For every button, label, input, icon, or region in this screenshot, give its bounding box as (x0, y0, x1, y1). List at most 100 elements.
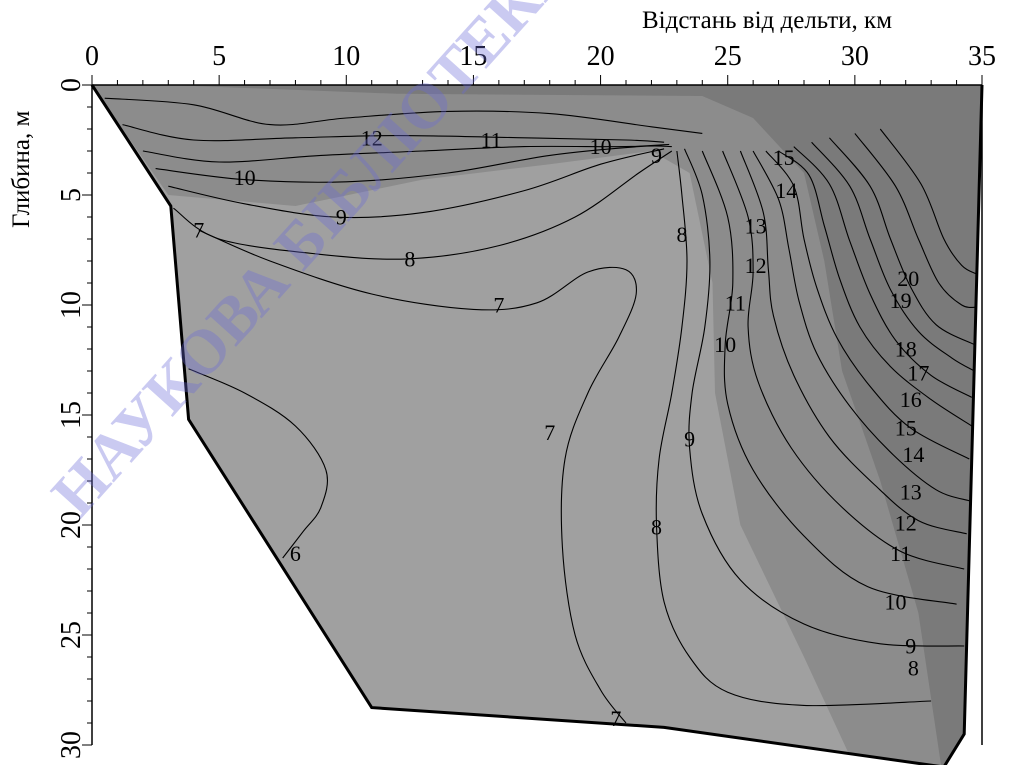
contour-label-text: 15 (895, 416, 917, 441)
contour-label: 11 (890, 541, 911, 566)
contour-label: 9 (651, 143, 662, 168)
contour-label: 13 (900, 480, 922, 505)
contour-label-text: 14 (902, 442, 924, 467)
contour-label: 15 (895, 416, 917, 441)
contour-label-text: 10 (714, 332, 736, 357)
contour-label: 9 (684, 427, 695, 452)
contour-label: 7 (493, 293, 504, 318)
contour-label-text: 11 (481, 128, 502, 153)
contour-label-text: 10 (590, 134, 612, 159)
contour-label: 9 (336, 205, 347, 230)
x-axis-title: Відстань від дельти, км (642, 7, 892, 34)
contour-label: 7 (193, 218, 204, 243)
contour-label-text: 17 (907, 361, 929, 386)
x-tick-label: 10 (332, 41, 360, 72)
contour-lines (104, 97, 978, 724)
contour-17-right (811, 141, 975, 372)
contour-19-right (854, 133, 977, 308)
contour-label: 12 (745, 253, 767, 278)
contour-label: 9 (905, 634, 916, 659)
contour-label: 20 (897, 266, 919, 291)
y-tick-label: 25 (56, 621, 87, 649)
contour-label-text: 9 (336, 205, 347, 230)
contour-label-text: 18 (895, 337, 917, 362)
contour-label: 10 (714, 332, 736, 357)
contour-12-right (739, 150, 967, 535)
contour-label-text: 16 (900, 387, 922, 412)
x-tick-label: 25 (714, 41, 742, 72)
contour-7 (198, 229, 637, 724)
contour-11-upper (142, 143, 670, 163)
x-tick-label: 35 (968, 41, 996, 72)
contour-label: 6 (290, 541, 301, 566)
x-tick-label: 30 (841, 41, 869, 72)
contour-label-text: 7 (493, 293, 504, 318)
contour-label-text: 7 (610, 706, 621, 731)
y-tick-label: 5 (56, 188, 87, 202)
contour-label-text: 9 (684, 427, 695, 452)
contour-label: 18 (895, 337, 917, 362)
contour-14-right (765, 150, 970, 460)
contour-label: 7 (544, 420, 555, 445)
bottom-profile-line (90, 84, 984, 765)
contour-fills (92, 85, 982, 765)
contour-label-text: 7 (544, 420, 555, 445)
contour-label: 10 (234, 165, 256, 190)
contour-label: 11 (481, 128, 502, 153)
contour-label: 8 (651, 515, 662, 540)
contour-label-text: 12 (361, 125, 383, 150)
contour-12-upper (122, 124, 665, 143)
contour-11-right (722, 150, 965, 570)
contour-13-right (752, 150, 970, 502)
contour-label: 19 (890, 288, 912, 313)
contour-9-right (683, 148, 965, 647)
contour-label: 12 (361, 125, 383, 150)
contour-label: 16 (900, 387, 922, 412)
contour-label-text: 8 (676, 222, 687, 247)
fill-high-region (92, 85, 982, 765)
contour-label-text: 9 (651, 143, 662, 168)
x-tick-label: 15 (459, 41, 487, 72)
contour-20-right (879, 128, 978, 275)
contour-8-upper (173, 150, 673, 260)
fill-mid-region (92, 85, 982, 765)
contour-16-right (793, 146, 973, 398)
contour-label-text: 8 (404, 246, 415, 271)
contour-label: 8 (404, 246, 415, 271)
contour-labels: 12 11 10 9109787815141312111098767201918171… (193, 125, 929, 731)
contour-label: 10 (885, 590, 907, 615)
y-tick-label: 30 (56, 731, 87, 759)
contour-label: 14 (775, 178, 797, 203)
contour-label-text: 13 (900, 480, 922, 505)
contour-label-text: 13 (745, 213, 767, 238)
y-tick-label: 0 (56, 78, 87, 92)
contour-label-text: 11 (725, 290, 746, 315)
contour-label-text: 12 (895, 510, 917, 535)
y-tick-label: 10 (56, 291, 87, 319)
contour-15-right (778, 150, 973, 427)
contour-18-right (828, 137, 975, 346)
contour-label: 8 (676, 222, 687, 247)
contour-label: 10 (590, 134, 612, 159)
contour-label: 7 (610, 706, 621, 731)
y-axis-title: Глибина, м (8, 110, 35, 228)
contour-9-upper (168, 148, 665, 219)
contour-label: 15 (773, 145, 795, 170)
x-tick-label: 0 (85, 41, 99, 72)
contour-label: 17 (907, 361, 929, 386)
contour-8-right (655, 150, 932, 707)
contour-label-text: 12 (745, 253, 767, 278)
contour-label-text: 9 (905, 634, 916, 659)
contour-label-text: 19 (890, 288, 912, 313)
contour-label: 14 (902, 442, 924, 467)
contour-label-text: 8 (651, 515, 662, 540)
contour-label: 12 (895, 510, 917, 535)
contour-13-upper (104, 97, 703, 134)
y-tick-label: 15 (56, 401, 87, 429)
contour-label-text: 10 (234, 165, 256, 190)
contour-label: 8 (908, 656, 919, 681)
x-tick-label: 20 (587, 41, 615, 72)
contour-label-text: 14 (775, 178, 797, 203)
